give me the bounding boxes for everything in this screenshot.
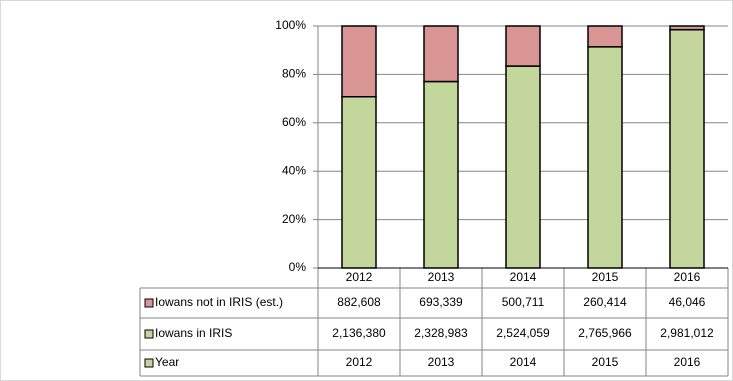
table-cell: 2,136,380 [332, 326, 386, 340]
x-tick-label: 2015 [592, 270, 619, 284]
bar-segment [587, 25, 623, 48]
y-tick-label: 20% [282, 212, 306, 226]
legend-label: Iowans in IRIS [155, 326, 232, 340]
y-tick-label: 40% [282, 163, 306, 177]
x-tick-label: 2013 [428, 270, 455, 284]
y-tick-label: 80% [282, 67, 306, 81]
table-cell: 2015 [592, 355, 619, 369]
table-cell: 2013 [428, 355, 455, 369]
y-tick-label: 60% [282, 115, 306, 129]
x-tick-label: 2012 [346, 270, 373, 284]
bar-segment [587, 46, 623, 269]
table-cell: 2016 [674, 355, 701, 369]
bar-segment [669, 28, 705, 269]
table-cell: 2,981,012 [660, 326, 714, 340]
legend-key [144, 329, 154, 339]
bar-segment [341, 25, 377, 98]
bar-segment [505, 65, 541, 269]
legend-label: Iowans not in IRIS (est.) [155, 295, 283, 309]
bar-segment [505, 25, 541, 67]
bar-segment [423, 25, 459, 83]
table-cell: 500,711 [502, 295, 545, 309]
bar-segment [669, 25, 705, 31]
table-cell: 2012 [346, 355, 373, 369]
table-cell: 46,046 [669, 295, 706, 309]
legend-key [144, 298, 154, 308]
legend-key [144, 358, 154, 368]
table-cell: 693,339 [419, 295, 463, 309]
table-cell: 882,608 [337, 295, 381, 309]
table-cell: 260,414 [583, 295, 627, 309]
table-cell: 2014 [510, 355, 537, 369]
x-tick-label: 2014 [510, 270, 537, 284]
table-cell: 2,765,966 [578, 326, 632, 340]
bar-segment [341, 95, 377, 269]
table-cell: 2,524,059 [496, 326, 550, 340]
table-cell: 2,328,983 [414, 326, 468, 340]
bar-segment [423, 80, 459, 269]
y-tick-label: 0% [289, 260, 307, 274]
x-tick-label: 2016 [674, 270, 701, 284]
y-tick-label: 100% [275, 18, 306, 32]
legend-label: Year [155, 355, 179, 369]
